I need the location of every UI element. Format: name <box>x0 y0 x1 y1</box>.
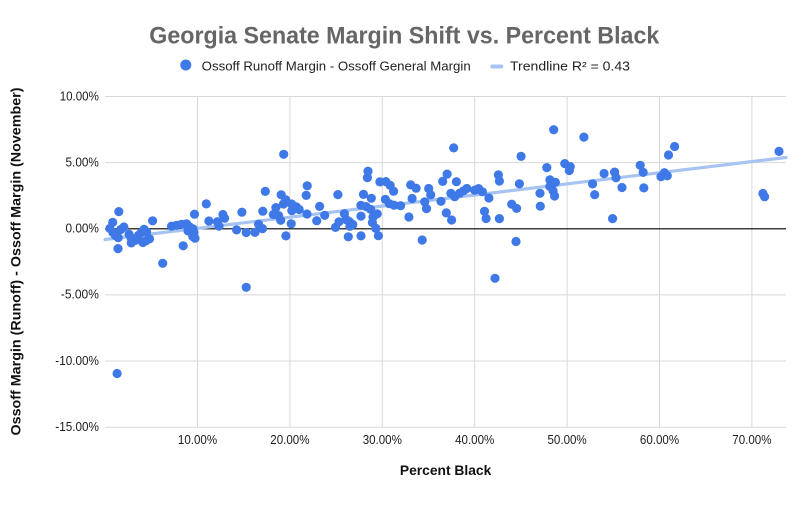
svg-text:Percent Black: Percent Black <box>400 462 492 478</box>
svg-text:70.00%: 70.00% <box>732 432 772 447</box>
svg-text:-5.00%: -5.00% <box>61 287 99 302</box>
svg-text:0.00%: 0.00% <box>66 221 100 236</box>
svg-text:40.00%: 40.00% <box>455 432 495 447</box>
svg-text:60.00%: 60.00% <box>640 432 680 447</box>
svg-text:5.00%: 5.00% <box>66 154 100 169</box>
svg-text:Trendline R² = 0.43: Trendline R² = 0.43 <box>510 58 630 73</box>
svg-text:Georgia Senate Margin Shift vs: Georgia Senate Margin Shift vs. Percent … <box>149 23 659 50</box>
svg-text:30.00%: 30.00% <box>363 432 403 447</box>
svg-text:10.00%: 10.00% <box>60 88 100 103</box>
svg-text:-10.00%: -10.00% <box>55 353 99 368</box>
svg-text:50.00%: 50.00% <box>548 432 588 447</box>
svg-text:Ossoff Margin (Runoff) - Ossof: Ossoff Margin (Runoff) - Ossoff Margin (… <box>8 88 24 436</box>
svg-text:Ossoff Runoff Margin - Ossoff: Ossoff Runoff Margin - Ossoff General Ma… <box>202 58 471 73</box>
svg-text:-15.00%: -15.00% <box>55 419 99 434</box>
svg-text:20.00%: 20.00% <box>270 432 310 447</box>
svg-text:10.00%: 10.00% <box>178 432 218 447</box>
